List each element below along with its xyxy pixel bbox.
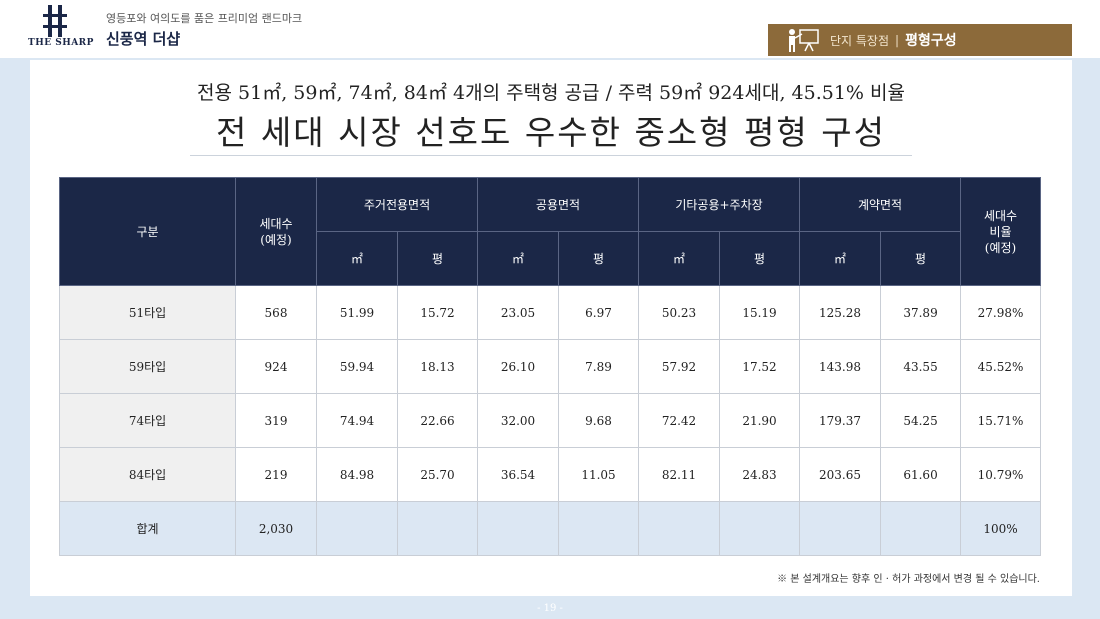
cell-type: 59타입 [59, 339, 236, 394]
cell-empty [477, 501, 559, 556]
cell-contract-sqm: 203.65 [799, 447, 882, 502]
cell-empty [557, 501, 640, 556]
cell-common-sqm: 26.10 [477, 339, 559, 394]
cell-contract-sqm: 125.28 [799, 285, 882, 340]
cell-empty [719, 501, 801, 556]
cell-excl-py: 18.13 [397, 339, 478, 394]
cell-total-label: 합계 [59, 501, 236, 556]
cell-other-sqm: 57.92 [638, 339, 721, 394]
header-households-text: 세대수 (예정) [259, 216, 293, 247]
header-unit-sqm: ㎡ [316, 231, 398, 286]
disclaimer-note: ※ 본 설계개요는 향후 인 · 허가 과정에서 변경 될 수 있습니다. [777, 574, 1040, 585]
cell-ratio: 27.98% [960, 285, 1042, 340]
cell-ratio: 45.52% [960, 339, 1042, 394]
header-contract-area: 계약면적 [799, 177, 962, 232]
cell-contract-sqm: 143.98 [799, 339, 882, 394]
cell-contract-py: 61.60 [880, 447, 962, 502]
cell-other-py: 17.52 [719, 339, 801, 394]
cell-other-sqm: 50.23 [638, 285, 721, 340]
cell-common-sqm: 32.00 [477, 393, 559, 448]
cell-excl-py: 22.66 [397, 393, 478, 448]
table-row: 74타입 319 74.94 22.66 32.00 9.68 72.42 21… [59, 393, 1042, 448]
header-other-common: 기타공용+주차장 [638, 177, 801, 232]
content-card: 전용 51㎡, 59㎡, 74㎡, 84㎡ 4개의 주택형 공급 / 주력 59… [30, 60, 1072, 596]
header-unit-pyeong: 평 [557, 231, 640, 286]
cell-common-py: 11.05 [557, 447, 640, 502]
page-title: 전 세대 시장 선호도 우수한 중소형 평형 구성 [216, 113, 886, 152]
cell-contract-sqm: 179.37 [799, 393, 882, 448]
cell-common-py: 7.89 [557, 339, 640, 394]
page-number: - 19 - [537, 603, 563, 614]
cell-type: 74타입 [59, 393, 236, 448]
cell-ratio: 15.71% [960, 393, 1042, 448]
page-header: THE SHARP 영등포와 여의도를 품은 프리미엄 랜드마크 신풍역 더샵 … [0, 0, 1100, 58]
cell-excl-sqm: 84.98 [316, 447, 398, 502]
cell-households: 219 [235, 447, 317, 502]
cell-other-py: 15.19 [719, 285, 801, 340]
section-sub-label: 단지 특장점 [830, 33, 890, 48]
table-total-row: 합계 2,030 100% [59, 501, 1042, 556]
logo-text: THE SHARP [28, 38, 94, 48]
presenter-board-icon [789, 29, 819, 52]
section-badge: 단지 특장점 | 평형구성 [768, 24, 1072, 56]
cell-common-py: 6.97 [557, 285, 640, 340]
cell-other-py: 24.83 [719, 447, 801, 502]
cell-contract-py: 54.25 [880, 393, 962, 448]
cell-excl-sqm: 51.99 [316, 285, 398, 340]
project-name: 신풍역 더샵 [106, 30, 181, 48]
header-unit-sqm: ㎡ [638, 231, 721, 286]
cell-excl-py: 15.72 [397, 285, 478, 340]
cell-empty [799, 501, 882, 556]
table-row: 59타입 924 59.94 18.13 26.10 7.89 57.92 17… [59, 339, 1042, 394]
unit-spec-table: 구분 세대수 (예정) 주거전용면적 공용면적 기타공용+주차장 계약면적 세대… [59, 177, 1042, 556]
cell-type: 51타입 [59, 285, 236, 340]
cell-contract-py: 43.55 [880, 339, 962, 394]
header-unit-pyeong: 평 [719, 231, 801, 286]
cell-excl-sqm: 59.94 [316, 339, 398, 394]
section-main-label: 평형구성 [905, 33, 957, 49]
header-households: 세대수 (예정) [235, 177, 317, 286]
header-ratio: 세대수 비율 (예정) [960, 177, 1042, 286]
cell-ratio: 10.79% [960, 447, 1042, 502]
cell-total-households: 2,030 [235, 501, 317, 556]
header-unit-sqm: ㎡ [799, 231, 882, 286]
header-unit-sqm: ㎡ [477, 231, 559, 286]
cell-type: 84타입 [59, 447, 236, 502]
cell-empty [316, 501, 398, 556]
cell-contract-py: 37.89 [880, 285, 962, 340]
cell-other-sqm: 82.11 [638, 447, 721, 502]
header-category: 구분 [59, 177, 236, 286]
cell-excl-sqm: 74.94 [316, 393, 398, 448]
table-row: 84타입 219 84.98 25.70 36.54 11.05 82.11 2… [59, 447, 1042, 502]
cell-other-sqm: 72.42 [638, 393, 721, 448]
page-subtitle: 전용 51㎡, 59㎡, 74㎡, 84㎡ 4개의 주택형 공급 / 주력 59… [197, 82, 905, 104]
header-unit-pyeong: 평 [880, 231, 962, 286]
header-common-area: 공용면적 [476, 177, 640, 232]
title-divider [190, 155, 912, 156]
cell-empty [638, 501, 721, 556]
cell-common-sqm: 36.54 [477, 447, 559, 502]
cell-households: 924 [235, 339, 317, 394]
tagline: 영등포와 여의도를 품은 프리미엄 랜드마크 [106, 12, 303, 25]
cell-empty [397, 501, 478, 556]
header-ratio-text: 세대수 비율 (예정) [983, 208, 1018, 255]
cell-excl-py: 25.70 [397, 447, 478, 502]
cell-common-py: 9.68 [557, 393, 640, 448]
the-sharp-logo-icon [43, 5, 67, 37]
cell-total-ratio: 100% [960, 501, 1042, 556]
table-row: 51타입 568 51.99 15.72 23.05 6.97 50.23 15… [59, 285, 1042, 340]
cell-empty [880, 501, 962, 556]
header-exclusive-area: 주거전용면적 [316, 177, 478, 232]
section-separator: | [895, 33, 900, 47]
cell-households: 568 [235, 285, 317, 340]
header-unit-pyeong: 평 [397, 231, 478, 286]
cell-households: 319 [235, 393, 317, 448]
cell-common-sqm: 23.05 [477, 285, 559, 340]
cell-other-py: 21.90 [719, 393, 801, 448]
